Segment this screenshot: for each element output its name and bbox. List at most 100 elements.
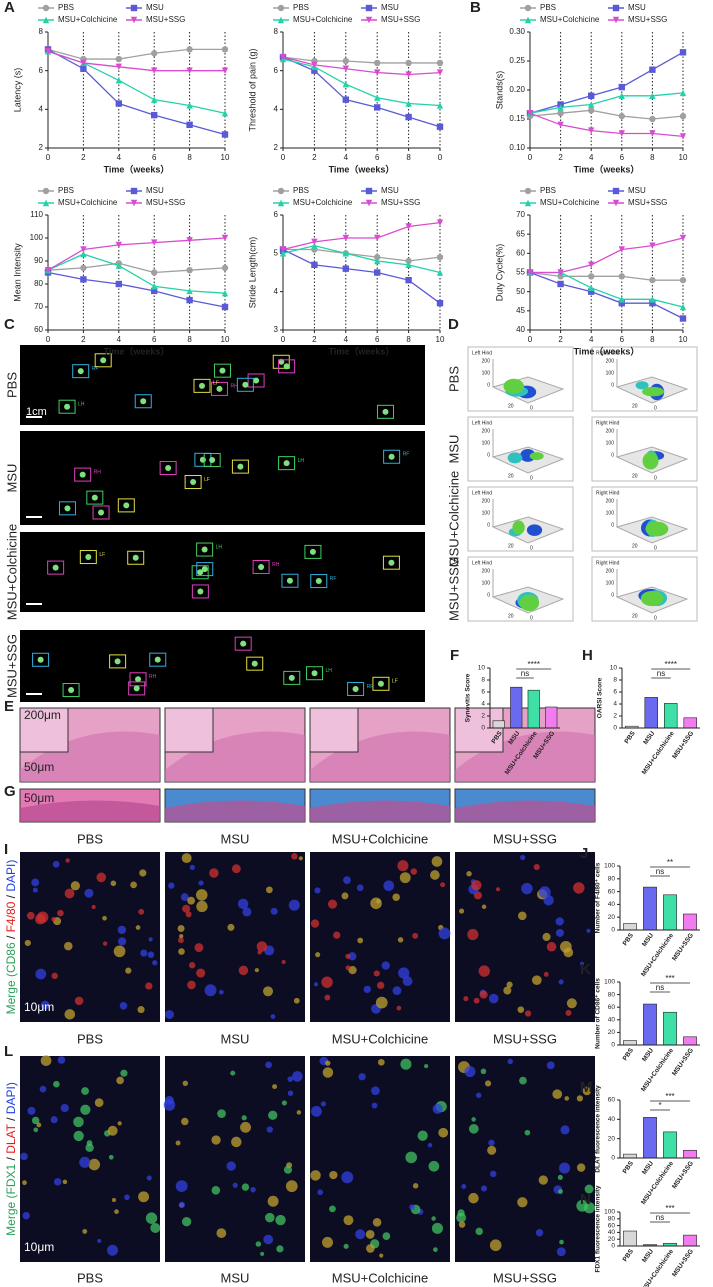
- legend-label: MSU: [628, 3, 646, 12]
- cell: [163, 1099, 176, 1111]
- cell: [285, 1180, 298, 1193]
- cell: [175, 1140, 181, 1146]
- cell: [57, 1056, 66, 1064]
- paw-box: [74, 467, 92, 482]
- pressure-peak: [645, 521, 669, 537]
- cell: [461, 1184, 467, 1189]
- series-line: [47, 271, 226, 308]
- cell: [270, 1014, 276, 1020]
- paw-print: [199, 456, 206, 463]
- marker: [44, 48, 52, 55]
- marker: [649, 130, 656, 137]
- paw-print: [91, 494, 98, 501]
- y-axis-label: Threshold of pain (g): [247, 48, 257, 131]
- paw-box: [281, 573, 299, 588]
- x-tick-label: MSU: [641, 932, 655, 948]
- paw-print: [237, 463, 244, 470]
- cell: [281, 959, 286, 965]
- y-tick-label: 65: [516, 229, 525, 238]
- cell: [272, 1084, 278, 1090]
- cell: [182, 1080, 189, 1087]
- bar: [492, 720, 505, 729]
- axis-tick: 20: [508, 613, 514, 619]
- cell: [181, 1217, 192, 1227]
- marker: [80, 276, 87, 283]
- paw-label: LH: [298, 458, 305, 464]
- cell: [466, 871, 472, 877]
- marker: [436, 253, 444, 261]
- legend-label: PBS: [293, 3, 309, 12]
- marker: [588, 273, 595, 280]
- plot-title: Left Hind: [472, 560, 492, 566]
- group-label: MSU+SSG: [493, 1031, 557, 1046]
- marker: [557, 280, 564, 288]
- cell: [348, 952, 357, 961]
- cell: [145, 982, 153, 990]
- marker: [557, 104, 564, 111]
- x-axis-label: Time（weeks）: [104, 164, 170, 174]
- marker: [618, 246, 625, 253]
- if-image: [165, 852, 305, 1022]
- cell: [94, 1098, 104, 1107]
- stain-part: (CD86: [4, 942, 18, 980]
- stain-part: (FDX1: [4, 1163, 18, 1201]
- cell: [357, 937, 364, 944]
- cell: [198, 880, 204, 886]
- y-tick-label: 0: [613, 725, 617, 732]
- series-line: [47, 50, 225, 72]
- marker: [277, 16, 285, 24]
- cell: [270, 907, 278, 915]
- bar: [623, 1153, 637, 1159]
- cell: [438, 927, 451, 940]
- cell: [74, 996, 84, 1006]
- cell: [471, 880, 482, 891]
- cell: [324, 994, 331, 1001]
- stain-part: Merge: [4, 980, 18, 1014]
- marker: [524, 16, 532, 24]
- cell: [325, 1060, 331, 1066]
- pressure-peak: [507, 452, 523, 464]
- marker: [405, 59, 412, 67]
- y-axis-label: Mean Intensity: [12, 243, 22, 302]
- cell: [217, 1109, 226, 1118]
- scale-label: 50μm: [24, 791, 54, 805]
- y-tick-label: 20: [608, 1029, 616, 1036]
- cell: [140, 949, 148, 957]
- paw-print: [283, 460, 290, 467]
- y-tick-label: 45: [516, 306, 525, 315]
- if-image: [165, 1056, 305, 1262]
- paw-box: [191, 565, 209, 580]
- marker: [374, 69, 381, 76]
- series-line: [529, 112, 684, 138]
- marker: [526, 110, 534, 117]
- paw-label: LF: [392, 679, 398, 685]
- y-tick-label: 40: [516, 325, 525, 334]
- row-label: MSU+SSG: [446, 557, 461, 621]
- panel-label: J: [580, 845, 588, 862]
- cell: [260, 1251, 265, 1256]
- axes: [529, 215, 683, 331]
- cell: [117, 937, 127, 946]
- cell: [84, 888, 94, 898]
- cell: [139, 869, 147, 877]
- tissue: [20, 731, 160, 782]
- if-image: [310, 852, 450, 1022]
- paw-box: [310, 574, 328, 589]
- x-tick-label: PBS: [622, 1047, 636, 1063]
- series-line: [283, 248, 441, 262]
- cell: [333, 931, 341, 939]
- cell: [196, 968, 206, 978]
- cell: [31, 1116, 40, 1125]
- paw-print: [242, 381, 249, 388]
- series-line: [282, 58, 441, 107]
- row-label: MSU+Colchicine: [446, 471, 461, 567]
- cell: [185, 911, 192, 918]
- legend-label: MSU+Colchicine: [58, 15, 118, 24]
- y-tick-label: 60: [608, 1004, 616, 1011]
- cell: [430, 870, 440, 880]
- cell: [358, 1073, 366, 1081]
- group-label: MSU+SSG: [493, 1270, 557, 1285]
- series-line: [282, 222, 441, 251]
- marker: [151, 283, 158, 290]
- cell: [181, 1117, 189, 1126]
